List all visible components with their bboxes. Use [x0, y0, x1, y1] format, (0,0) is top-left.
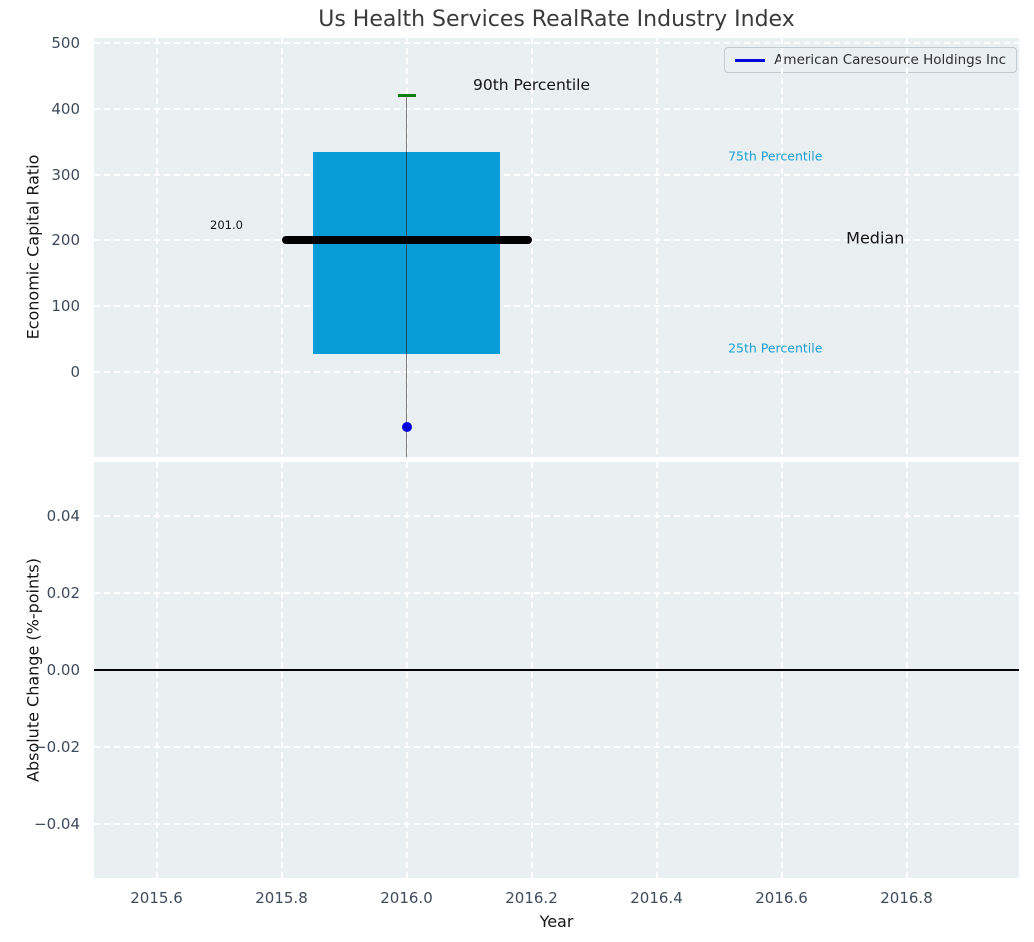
y-tick-label: 0	[70, 362, 80, 381]
y-tick-label: −0.02	[34, 738, 80, 757]
y-tick-label: 100	[51, 296, 80, 315]
gridline-horizontal	[94, 42, 1019, 45]
bottom-plot-area	[94, 462, 1019, 878]
x-tick-label: 2015.8	[255, 889, 308, 907]
x-tick-label: 2016.0	[380, 889, 433, 907]
legend-line-swatch	[735, 58, 766, 62]
gridline-vertical	[280, 38, 283, 457]
y-tick-label: 200	[51, 231, 80, 250]
gridline-vertical	[530, 38, 533, 457]
chart-title: Us Health Services RealRate Industry Ind…	[318, 7, 795, 32]
x-tick-label: 2016.6	[755, 889, 808, 907]
gridline-horizontal	[94, 823, 1019, 826]
annotation: Median	[846, 228, 905, 248]
annotation: 75th Percentile	[728, 148, 823, 164]
annotation: 201.0	[210, 217, 243, 232]
y-tick-label: 0.00	[46, 661, 80, 679]
gridline-horizontal	[94, 514, 1019, 517]
top-plot-area: American Caresource Holdings Inc 90th Pe…	[94, 38, 1019, 457]
x-tick-label: 2015.6	[130, 889, 183, 907]
y-tick-label: 0.04	[46, 506, 80, 525]
y-tick-label: −0.04	[34, 815, 80, 834]
x-tick-label: 2016.4	[630, 889, 683, 907]
cap-90th-percentile	[397, 94, 416, 98]
gridline-horizontal	[94, 239, 1019, 242]
gridline-horizontal	[94, 370, 1019, 373]
gridline-vertical	[780, 38, 783, 457]
median-line	[281, 235, 532, 244]
x-tick-label: 2016.2	[505, 889, 558, 907]
annotation: 25th Percentile	[728, 340, 823, 356]
legend: American Caresource Holdings Inc	[724, 47, 1017, 73]
x-axis-label: Year	[539, 912, 574, 931]
annotation: 90th Percentile	[472, 76, 591, 95]
gridline-horizontal	[94, 304, 1019, 307]
gridline-horizontal	[94, 173, 1019, 176]
y-tick-label: 500	[51, 34, 80, 53]
gridline-vertical	[155, 38, 158, 457]
gridline-horizontal	[94, 746, 1019, 749]
company-data-point	[401, 421, 412, 432]
gridline-vertical	[655, 38, 658, 457]
zero-line	[94, 669, 1019, 671]
gridline-horizontal	[94, 591, 1019, 594]
y-tick-label: 400	[51, 99, 80, 118]
x-tick-label: 2016.8	[880, 889, 933, 907]
box-whisker-inner	[405, 151, 408, 354]
legend-label: American Caresource Holdings Inc	[774, 52, 1006, 68]
gridline-vertical	[905, 38, 908, 457]
y-tick-label: 300	[51, 165, 80, 184]
gridline-horizontal	[94, 107, 1019, 110]
y-tick-label: 0.02	[46, 583, 80, 602]
